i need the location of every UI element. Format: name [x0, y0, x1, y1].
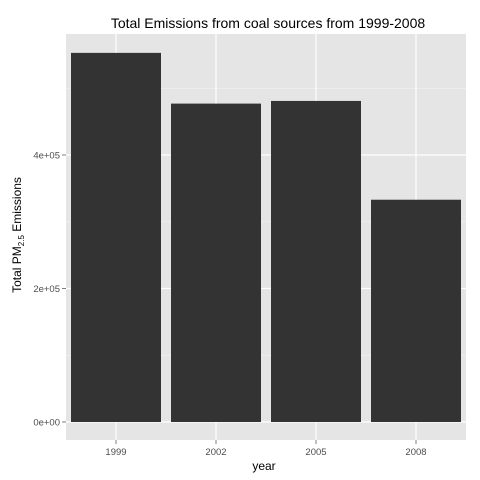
bar-2008	[371, 199, 461, 422]
x-axis-label: year	[252, 459, 275, 473]
y-tick-label: 4e+05	[33, 151, 60, 162]
bar-2002	[171, 103, 261, 422]
y-tick-label: 2e+05	[33, 284, 60, 295]
bar-1999	[71, 52, 161, 423]
x-tick-label: 2008	[405, 447, 426, 458]
y-axis-ticks: 0e+00 2e+05 4e+05	[33, 151, 66, 429]
chart-title: Total Emissions from coal sources from 1…	[111, 15, 426, 31]
bars	[71, 52, 461, 423]
y-axis-label-subscript: 2.5	[17, 235, 26, 247]
x-tick-label: 2005	[305, 447, 326, 458]
y-axis-label: Total PM2.5 Emissions	[10, 177, 26, 293]
y-axis-label-suffix: Emissions	[10, 177, 24, 235]
y-axis-label-prefix: Total PM	[10, 246, 24, 293]
bar-2005	[271, 100, 361, 423]
x-tick-label: 1999	[105, 447, 126, 458]
x-axis-ticks: 1999 2002 2005 2008	[105, 440, 427, 458]
y-tick-label: 0e+00	[33, 418, 60, 429]
x-tick-label: 2002	[205, 447, 226, 458]
